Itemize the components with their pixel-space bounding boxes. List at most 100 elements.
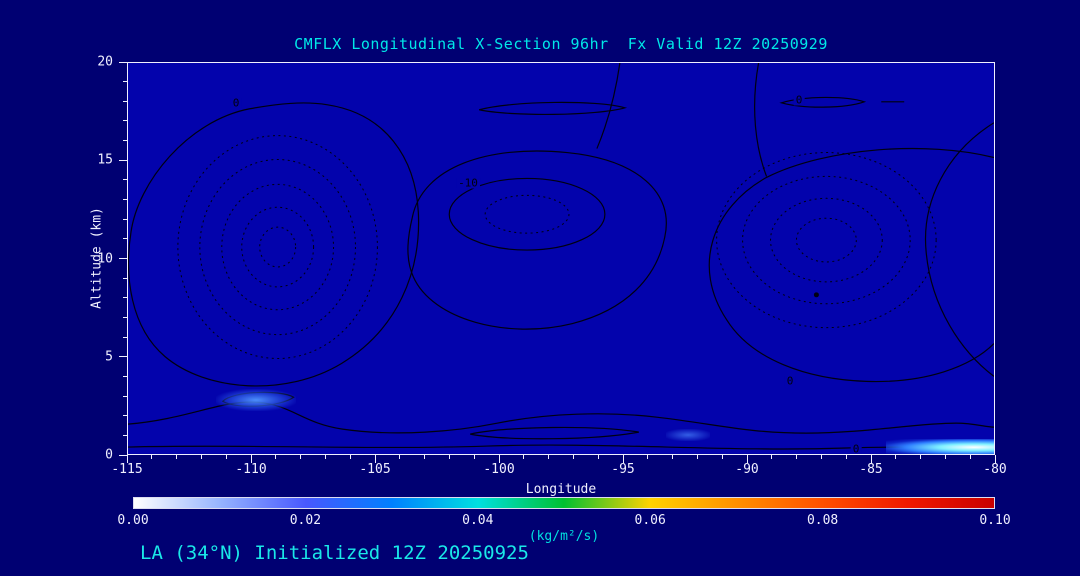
x-minor-tick	[374, 455, 376, 459]
x-minor-tick	[225, 455, 227, 459]
x-minor-tick	[448, 455, 450, 459]
x-minor-tick	[399, 455, 401, 459]
colorbar	[133, 497, 995, 509]
y-minor-tick	[123, 238, 127, 240]
x-minor-tick	[672, 455, 674, 459]
x-minor-tick	[275, 455, 277, 459]
x-tick-label: -105	[359, 462, 391, 477]
y-minor-tick	[123, 434, 127, 436]
x-minor-tick	[746, 455, 748, 459]
contour-surface-1	[128, 401, 994, 434]
x-minor-tick	[771, 455, 773, 459]
x-minor-tick	[424, 455, 426, 459]
y-minor-tick	[123, 415, 127, 417]
dashed-ring	[221, 183, 335, 311]
contour-left-outer	[128, 102, 420, 387]
y-minor-tick	[123, 199, 127, 201]
contour-surface-lens	[470, 426, 639, 440]
contour-top-connector-a	[596, 63, 621, 149]
y-minor-tick	[123, 258, 127, 259]
contour-center-outer	[407, 150, 667, 330]
x-minor-tick	[796, 455, 798, 459]
plot-area: 0 -10 0 0 0	[127, 62, 995, 455]
x-tick	[994, 455, 996, 463]
x-tick	[250, 455, 252, 463]
contour-top-lens-1	[479, 101, 628, 116]
x-tick	[374, 455, 376, 463]
x-minor-tick	[548, 455, 550, 459]
y-minor-tick	[123, 179, 127, 181]
x-tick	[870, 455, 872, 463]
contour-value-label: 0	[784, 374, 796, 388]
contour-top-lens-2	[779, 96, 867, 108]
colorbar-tick-label: 0.02	[289, 513, 322, 528]
y-minor-tick	[123, 297, 127, 299]
y-minor-tick	[123, 277, 127, 279]
contour-spot-loop	[221, 391, 295, 407]
y-minor-tick	[123, 100, 127, 102]
x-minor-tick	[176, 455, 178, 459]
x-minor-tick	[200, 455, 202, 459]
y-tick-label: 0	[105, 447, 113, 463]
colorbar-units: (kg/m²/s)	[528, 529, 600, 544]
dashed-ring	[241, 206, 315, 288]
dashed-ring	[795, 217, 857, 263]
contour-lines	[128, 63, 994, 450]
contour-value-label: 0	[230, 96, 242, 110]
x-tick-label: -110	[235, 462, 267, 477]
x-minor-tick	[820, 455, 822, 459]
contour-value-label: 0	[850, 442, 862, 455]
colorbar-tick-label: 0.00	[117, 513, 149, 528]
footer-text: LA (34°N) Initialized 12Z 20250925	[140, 542, 529, 564]
dashed-ring	[177, 135, 378, 359]
x-tick	[746, 455, 748, 463]
contour-right-edge	[924, 122, 994, 377]
x-minor-tick	[845, 455, 847, 459]
y-minor-tick	[123, 395, 127, 397]
x-tick-label: -80	[983, 462, 1007, 477]
colorbar-tick-label: 0.10	[979, 513, 1011, 528]
y-tick-label: 15	[97, 152, 113, 168]
dashed-ring	[770, 197, 883, 283]
contour-point	[813, 292, 819, 298]
dashed-ring	[742, 175, 911, 305]
contour-surface-2	[128, 444, 994, 450]
y-minor-tick	[123, 218, 127, 220]
colorbar-tick-label: 0.08	[806, 513, 839, 528]
x-minor-tick	[721, 455, 723, 459]
x-minor-tick	[349, 455, 351, 459]
x-minor-tick	[622, 455, 624, 459]
x-minor-tick	[126, 455, 128, 459]
x-tick	[498, 455, 500, 463]
contour-center-mid	[448, 177, 606, 251]
x-tick-label: -85	[859, 462, 883, 477]
dashed-ring	[484, 194, 570, 234]
x-tick-label: -100	[483, 462, 515, 477]
x-minor-tick	[994, 455, 996, 459]
y-tick-label: 5	[105, 349, 113, 365]
x-minor-tick	[944, 455, 946, 459]
x-axis-label: Longitude	[525, 482, 597, 497]
x-tick-label: -115	[111, 462, 143, 477]
y-tick-label: 20	[97, 54, 113, 70]
colorbar-tick-label: 0.06	[634, 513, 666, 528]
x-minor-tick	[498, 455, 500, 459]
y-minor-tick	[123, 61, 127, 63]
y-tick-label: 10	[97, 251, 113, 266]
x-minor-tick	[647, 455, 649, 459]
y-minor-tick	[123, 159, 127, 161]
contour-right-outer	[708, 147, 994, 383]
x-minor-tick	[473, 455, 475, 459]
x-minor-tick	[597, 455, 599, 459]
x-minor-tick	[895, 455, 897, 459]
x-tick	[126, 455, 128, 463]
x-minor-tick	[324, 455, 326, 459]
y-minor-tick	[123, 316, 127, 318]
dashed-ring	[259, 226, 297, 268]
y-minor-tick	[123, 454, 127, 456]
y-minor-tick	[123, 140, 127, 142]
contour-value-label: -10	[456, 176, 480, 190]
y-minor-tick	[123, 336, 127, 338]
x-minor-tick	[151, 455, 153, 459]
x-minor-tick	[523, 455, 525, 459]
